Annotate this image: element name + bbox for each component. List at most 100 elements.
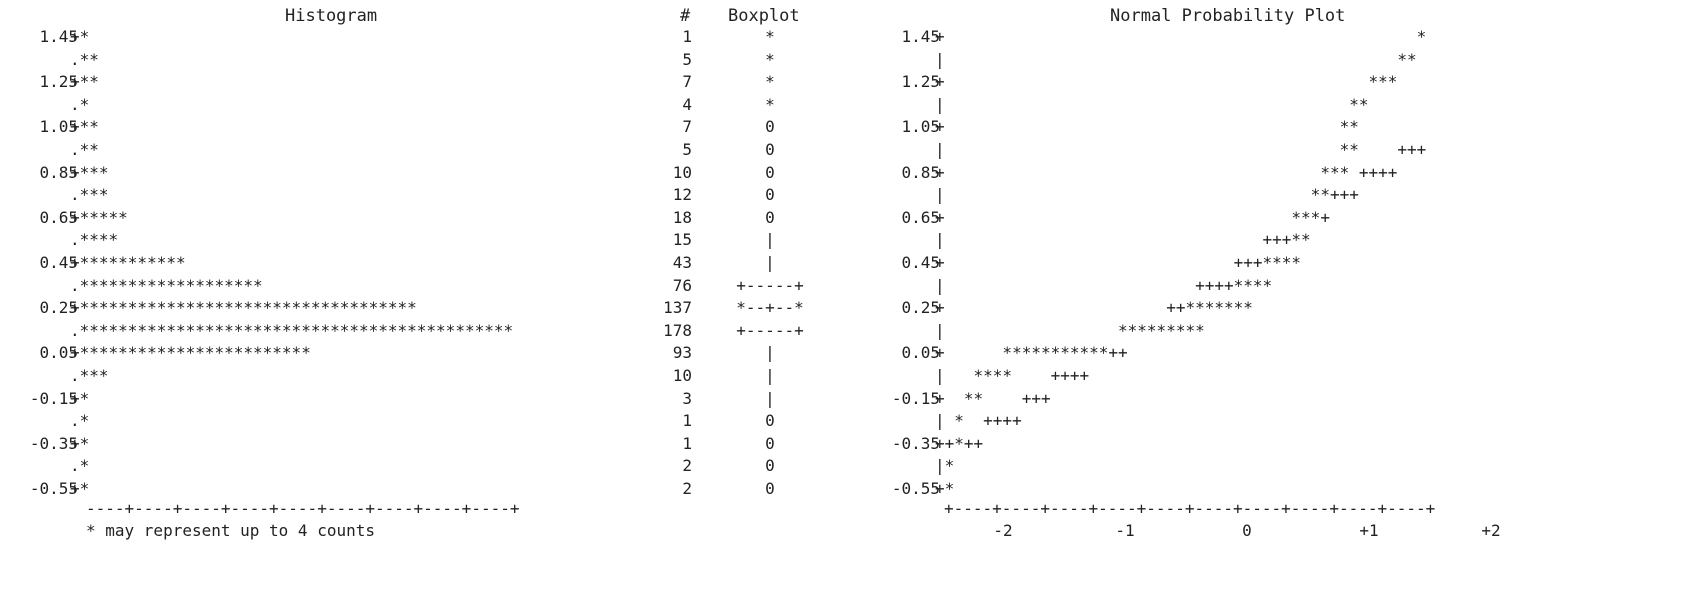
boxplot-symbol: 0 xyxy=(765,162,775,182)
npp-points: + +++**** xyxy=(935,253,1302,272)
npp-points: + ++******* xyxy=(935,298,1253,318)
histogram-y-tick-label: 1.05 xyxy=(39,117,78,137)
npp-x-axis: +----+----+----+----+----+----+----+----… xyxy=(944,499,1436,518)
histogram-y-tick-label: 1.45 xyxy=(39,27,78,46)
boxplot-symbol: 0 xyxy=(765,456,775,476)
boxplot-symbol: +-----+ xyxy=(736,320,804,340)
histogram-y-tick-label: 0.25 xyxy=(39,298,78,318)
boxplot-count: 7 xyxy=(682,72,692,92)
histogram-bar: .* xyxy=(70,94,90,114)
npp-x-tick-label: +1 xyxy=(1359,521,1379,540)
histogram-bar: +***** xyxy=(70,207,128,227)
npp-points: + ***********++ xyxy=(935,343,1128,363)
boxplot-count: 2 xyxy=(682,456,692,476)
histogram-bar: +* xyxy=(70,479,90,498)
npp-points: + ** xyxy=(935,117,1359,137)
npp-points: + ** +++ xyxy=(935,388,1051,408)
boxplot-count: 18 xyxy=(672,207,692,227)
npp-points: | ++++**** xyxy=(935,275,1273,295)
npp-points: | **+++ xyxy=(935,185,1359,205)
boxplot-count: 93 xyxy=(672,343,692,363)
histogram-bar: +* xyxy=(70,27,90,46)
boxplot-count: 1 xyxy=(682,27,692,46)
npp-points: | ** +++ xyxy=(935,140,1427,159)
boxplot-symbol: * xyxy=(765,27,775,46)
npp-x-tick-label: -2 xyxy=(993,521,1013,540)
npp-x-tick-label: +2 xyxy=(1481,521,1501,540)
histogram-bar: .** xyxy=(70,49,99,69)
boxplot-count: 3 xyxy=(682,388,692,408)
npp-points: +* xyxy=(935,479,955,498)
boxplot-count: 1 xyxy=(682,433,692,453)
boxplot-symbol: | xyxy=(765,230,775,250)
boxplot-count: 10 xyxy=(672,162,692,182)
boxplot-symbol: | xyxy=(765,388,775,408)
boxplot-symbol: * xyxy=(765,72,775,92)
npp-y-tick-label: 0.05 xyxy=(901,343,940,363)
npp-points: | ** xyxy=(935,49,1417,69)
npp-y-tick-label: -0.35 xyxy=(891,433,940,453)
boxplot-symbol: 0 xyxy=(765,117,775,137)
histogram-bar: +** xyxy=(70,72,99,92)
histogram-x-axis: ----+----+----+----+----+----+----+----+… xyxy=(86,499,520,518)
histogram-bar: +** xyxy=(70,117,99,137)
boxplot-count: 12 xyxy=(672,185,692,205)
npp-points: | ********* xyxy=(935,320,1205,340)
npp-x-tick-label: 0 xyxy=(1242,521,1252,540)
boxplot-symbol: 0 xyxy=(765,433,775,453)
histogram-y-tick-label: -0.35 xyxy=(29,433,78,453)
npp-points: | ** xyxy=(935,94,1369,114)
boxplot-symbol: | xyxy=(765,366,775,385)
npp-y-tick-label: 0.45 xyxy=(901,253,940,272)
npp-points: | **** ++++ xyxy=(935,366,1090,385)
boxplot-symbol: 0 xyxy=(765,185,775,205)
boxplot-count: 7 xyxy=(682,117,692,137)
npp-y-tick-label: 0.65 xyxy=(901,207,940,227)
npp-y-tick-label: 1.45 xyxy=(901,27,940,46)
boxplot-count: 15 xyxy=(672,230,692,250)
histogram-bar: +*** xyxy=(70,162,109,182)
histogram-y-tick-label: 0.65 xyxy=(39,207,78,227)
npp-x-tick-label: -1 xyxy=(1115,521,1135,540)
boxplot-symbol: | xyxy=(765,253,775,272)
boxplot-symbol: | xyxy=(765,343,775,363)
npp-points: ++*++ xyxy=(935,433,984,453)
npp-y-tick-label: -0.15 xyxy=(891,388,940,408)
boxplot-symbol: 0 xyxy=(765,479,775,498)
npp-y-tick-label: 0.85 xyxy=(901,162,940,182)
boxplot-count: 4 xyxy=(682,94,692,114)
histogram-footnote: * may represent up to 4 counts xyxy=(86,521,375,540)
boxplot-count: 2 xyxy=(682,479,692,498)
boxplot-count: 10 xyxy=(672,366,692,385)
histogram-bar: .** xyxy=(70,140,99,159)
boxplot-count: 137 xyxy=(663,298,692,318)
boxplot-count: 178 xyxy=(663,320,692,340)
boxplot-symbol: * xyxy=(765,94,775,114)
npp-y-tick-label: 1.25 xyxy=(901,72,940,92)
npp-y-tick-label: 1.05 xyxy=(901,117,940,137)
histogram-bar: .*** xyxy=(70,366,109,385)
npp-points: + * xyxy=(935,27,1427,46)
boxplot-count: 43 xyxy=(672,253,692,272)
npp-points: |* xyxy=(935,456,955,476)
histogram-y-tick-label: 1.25 xyxy=(39,72,78,92)
histogram-bar: +************************ xyxy=(70,343,311,363)
histogram-bar: .* xyxy=(70,411,90,431)
boxplot-count: 5 xyxy=(682,140,692,159)
npp-points: | +++** xyxy=(935,230,1311,250)
boxplot-symbol: +-----+ xyxy=(736,275,804,295)
npp-y-tick-label: 0.25 xyxy=(901,298,940,318)
histogram-bar: .**** xyxy=(70,230,119,250)
boxplot-count: 1 xyxy=(682,411,692,431)
histogram-bar: +* xyxy=(70,433,90,453)
histogram-y-tick-label: 0.85 xyxy=(39,162,78,182)
npp-title: Normal Probability Plot xyxy=(1110,6,1346,26)
histogram-bar: .* xyxy=(70,456,90,476)
histogram-bar: .***************************************… xyxy=(70,320,514,340)
boxplot-symbol: 0 xyxy=(765,207,775,227)
boxplot-count: 5 xyxy=(682,49,692,69)
boxplot-symbol: * xyxy=(765,49,775,69)
histogram-title: Histogram xyxy=(285,6,378,26)
npp-points: + ***+ xyxy=(935,207,1330,227)
histogram-bar: +*********** xyxy=(70,253,186,272)
